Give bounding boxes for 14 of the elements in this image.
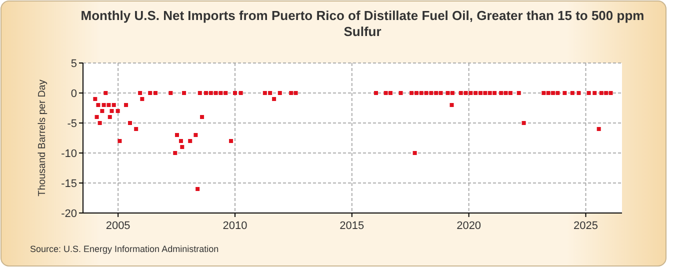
x-tick-label: 2010 xyxy=(222,220,248,232)
x-tick-label: 2005 xyxy=(106,220,130,232)
x-tick-label: 2015 xyxy=(340,220,364,232)
x-tick-label: 2020 xyxy=(456,220,482,232)
chart-title: Monthly U.S. Net Imports from Puerto Rico of Distillate Fuel Oil, Greater than 15 to 500 ppm Sulfur xyxy=(80,8,644,39)
y-axis-title: Thousand Barrels per Day xyxy=(37,80,48,196)
y-tick-label: -15 xyxy=(61,178,77,190)
y-tick-label: 5 xyxy=(70,58,77,70)
y-tick-label: 0 xyxy=(70,88,77,100)
y-tick-label: -5 xyxy=(67,118,77,130)
x-tick-label: 2025 xyxy=(574,220,598,232)
y-tick-label: -10 xyxy=(61,148,77,160)
y-tick-label: -20 xyxy=(61,208,77,220)
source-note: Source: U.S. Energy Information Administration xyxy=(30,244,219,254)
